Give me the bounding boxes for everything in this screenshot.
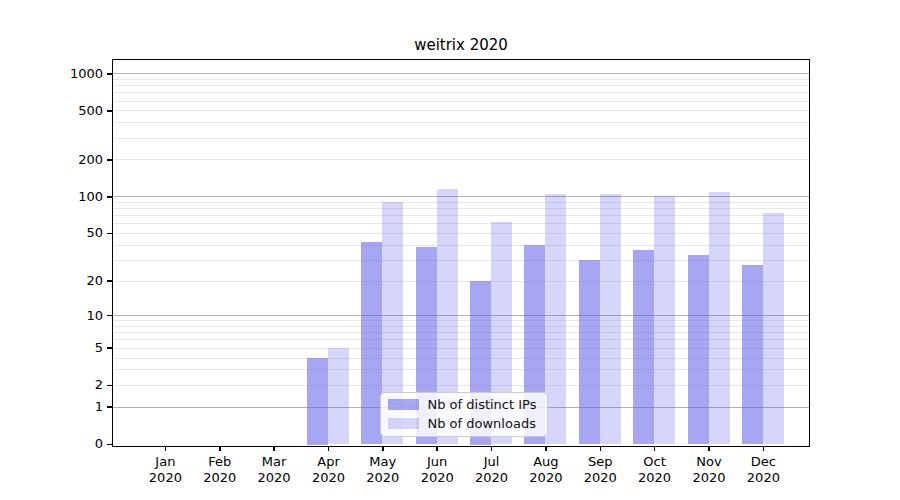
minor-gridline <box>113 138 809 139</box>
x-tick-label-month: Dec <box>731 454 795 470</box>
minor-gridline <box>113 245 809 246</box>
x-tick-label-year: 2020 <box>731 470 795 486</box>
bar-dec-downloads <box>763 213 784 445</box>
bar-nov-downloads <box>709 192 730 444</box>
major-gridline <box>113 196 809 197</box>
x-tick <box>328 447 330 452</box>
y-tick <box>107 406 112 408</box>
y-tick-label: 1000 <box>45 66 103 82</box>
x-tick <box>545 447 547 452</box>
x-tick <box>273 447 275 452</box>
chart-title: weitrix 2020 <box>113 36 809 54</box>
major-gridline <box>113 73 809 74</box>
y-tick <box>107 444 112 446</box>
y-tick-label: 500 <box>45 103 103 119</box>
y-tick-label: 2 <box>45 377 103 393</box>
y-tick-label: 10 <box>45 308 103 324</box>
x-tick <box>382 447 384 452</box>
x-tick <box>165 447 167 452</box>
y-tick <box>107 385 112 387</box>
minor-gridline <box>113 110 809 111</box>
minor-gridline <box>113 159 809 160</box>
y-tick <box>107 233 112 235</box>
chart-legend: Nb of distinct IPs Nb of downloads <box>380 392 548 437</box>
minor-gridline <box>113 79 809 80</box>
x-tick <box>600 447 602 452</box>
y-tick-label: 50 <box>45 225 103 241</box>
x-tick <box>654 447 656 452</box>
y-tick <box>107 73 112 75</box>
y-tick-label: 1 <box>45 399 103 415</box>
minor-gridline <box>113 101 809 102</box>
minor-gridline <box>113 202 809 203</box>
bar-oct-downloads <box>654 196 675 444</box>
legend-swatch-downloads <box>388 418 419 429</box>
minor-gridline <box>113 223 809 224</box>
legend-label-downloads: Nb of downloads <box>428 416 536 431</box>
x-tick <box>763 447 765 452</box>
minor-gridline <box>113 85 809 86</box>
y-tick <box>107 110 112 112</box>
y-tick-label: 100 <box>45 189 103 205</box>
bar-dec-distinct-ips <box>742 265 763 444</box>
bar-aug-downloads <box>545 194 566 445</box>
plot-area: Nb of distinct IPs Nb of downloads <box>112 59 810 447</box>
y-tick <box>107 315 112 317</box>
y-tick-label: 200 <box>45 152 103 168</box>
minor-gridline <box>113 233 809 234</box>
bar-apr-downloads <box>328 348 349 445</box>
x-tick <box>436 447 438 452</box>
y-tick <box>107 347 112 349</box>
minor-gridline <box>113 122 809 123</box>
y-tick <box>107 196 112 198</box>
legend-label-distinct-ips: Nb of distinct IPs <box>428 397 537 412</box>
y-tick <box>107 280 112 282</box>
legend-swatch-distinct-ips <box>388 399 419 410</box>
minor-gridline <box>113 92 809 93</box>
x-tick <box>708 447 710 452</box>
x-tick <box>219 447 221 452</box>
y-tick-label: 5 <box>45 340 103 356</box>
y-tick <box>107 159 112 161</box>
y-tick-label: 20 <box>45 273 103 289</box>
minor-gridline <box>113 208 809 209</box>
minor-gridline <box>113 215 809 216</box>
legend-item-downloads: Nb of downloads <box>388 416 547 431</box>
bar-nov-distinct-ips <box>688 255 709 445</box>
bar-sep-distinct-ips <box>579 260 600 445</box>
bar-chart: weitrix 2020 Nb of distinct IPs Nb of do… <box>0 0 900 500</box>
bar-sep-downloads <box>600 194 621 444</box>
legend-item-distinct-ips: Nb of distinct IPs <box>388 397 547 412</box>
bar-oct-distinct-ips <box>633 250 654 444</box>
bar-apr-distinct-ips <box>307 358 328 445</box>
y-tick-label: 0 <box>45 436 103 452</box>
x-tick <box>491 447 493 452</box>
